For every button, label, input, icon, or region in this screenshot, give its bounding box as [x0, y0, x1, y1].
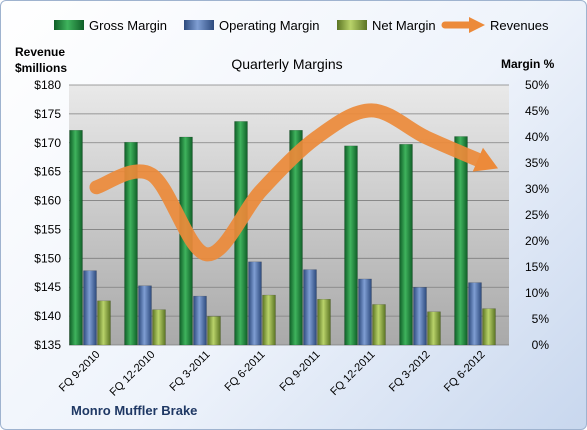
- left-tick-label: $160: [34, 194, 61, 208]
- gross-margin-bar: [124, 141, 138, 346]
- x-tick-label: FQ 3-2011: [168, 349, 213, 394]
- net-margin-bar: [207, 316, 221, 346]
- net-margin-bar: [427, 311, 441, 346]
- legend-label-gross-margin: Gross Margin: [89, 18, 167, 33]
- x-axis-ticks: FQ 9-2010 FQ 12-2010 FQ 3-2011 FQ 6-2011 FQ …: [57, 349, 488, 399]
- right-tick-label: 5%: [532, 312, 550, 326]
- left-tick-label: $180: [34, 78, 61, 92]
- legend-label-net-margin: Net Margin: [372, 18, 436, 33]
- chart-title: Quarterly Margins: [231, 56, 342, 72]
- bar-marks: [69, 121, 496, 346]
- revenue-line: [89, 103, 499, 262]
- net-margin-bar: [317, 298, 331, 346]
- operating-margin-bar: [413, 287, 427, 346]
- right-tick-label: 0%: [532, 338, 550, 352]
- left-tick-label: $165: [34, 165, 61, 179]
- legend: Gross Margin Operating Margin Net Margin…: [54, 17, 549, 33]
- right-tick-label: 45%: [525, 104, 549, 118]
- net-margin-bar: [482, 308, 496, 346]
- gross-margin-bar: [454, 136, 468, 346]
- net-margin-bar: [262, 294, 276, 346]
- legend-label-operating-margin: Operating Margin: [219, 18, 319, 33]
- left-tick-label: $155: [34, 222, 61, 236]
- left-tick-label: $135: [34, 338, 61, 352]
- right-tick-label: 35%: [525, 156, 549, 170]
- legend-arrow-icon: [469, 17, 485, 33]
- x-tick-label: FQ 6-2012: [442, 349, 488, 395]
- left-tick-label: $175: [34, 107, 61, 121]
- operating-margin-bar: [468, 282, 482, 346]
- legend-item-gross-margin: Gross Margin: [54, 18, 167, 33]
- left-tick-label: $170: [34, 136, 61, 150]
- right-axis-ticks: 0% 5% 10% 15% 20% 25% 30% 35% 40% 45% 50%: [525, 78, 549, 352]
- right-tick-label: 15%: [525, 260, 549, 274]
- left-axis-ticks: $135 $140 $145 $150 $155 $160 $165 $170 $175 $180: [34, 78, 61, 352]
- legend-swatch-net-margin: [337, 20, 367, 30]
- legend-item-revenues: Revenues: [441, 17, 549, 33]
- left-tick-label: $150: [34, 251, 61, 265]
- operating-margin-bar: [83, 270, 97, 346]
- right-tick-label: 30%: [525, 182, 549, 196]
- legend-label-revenues: Revenues: [490, 18, 549, 33]
- net-margin-bar: [152, 309, 166, 346]
- net-margin-bar: [372, 304, 386, 346]
- operating-margin-bar: [138, 285, 152, 346]
- legend-item-operating-margin: Operating Margin: [184, 18, 319, 33]
- right-tick-label: 50%: [525, 78, 549, 92]
- gross-margin-bar: [399, 144, 413, 346]
- right-tick-label: 10%: [525, 286, 549, 300]
- revenue-line-path: [89, 103, 489, 262]
- legend-swatch-gross-margin: [54, 20, 84, 30]
- x-tick-label: FQ 9-2011: [278, 349, 323, 394]
- right-tick-label: 40%: [525, 130, 549, 144]
- left-axis-title-line2: $millions: [15, 61, 67, 75]
- x-tick-label: FQ 12-2010: [108, 349, 158, 399]
- revenue-arrow-icon: [472, 147, 499, 172]
- company-name: Monro Muffler Brake: [71, 403, 197, 418]
- operating-margin-bar: [358, 278, 372, 346]
- x-tick-label: FQ 9-2010: [57, 349, 103, 395]
- operating-margin-bar: [248, 261, 262, 346]
- x-tick-label: FQ 12-2011: [328, 349, 377, 398]
- gross-margin-bar: [69, 129, 83, 346]
- gross-margin-bar: [344, 145, 358, 346]
- operating-margin-bar: [193, 295, 207, 346]
- right-tick-label: 25%: [525, 208, 549, 222]
- legend-swatch-operating-margin: [184, 20, 214, 30]
- left-axis-title-line1: Revenue: [15, 45, 65, 59]
- x-tick-label: FQ 3-2012: [387, 349, 433, 395]
- right-axis-title: Margin %: [501, 57, 555, 71]
- x-tick-label: FQ 6-2011: [223, 349, 268, 394]
- legend-item-net-margin: Net Margin: [337, 18, 436, 33]
- left-tick-label: $140: [34, 309, 61, 323]
- net-margin-bar: [97, 300, 111, 346]
- operating-margin-bar: [303, 269, 317, 346]
- left-tick-label: $145: [34, 280, 61, 294]
- gross-margin-bar: [289, 129, 303, 346]
- right-tick-label: 20%: [525, 234, 549, 248]
